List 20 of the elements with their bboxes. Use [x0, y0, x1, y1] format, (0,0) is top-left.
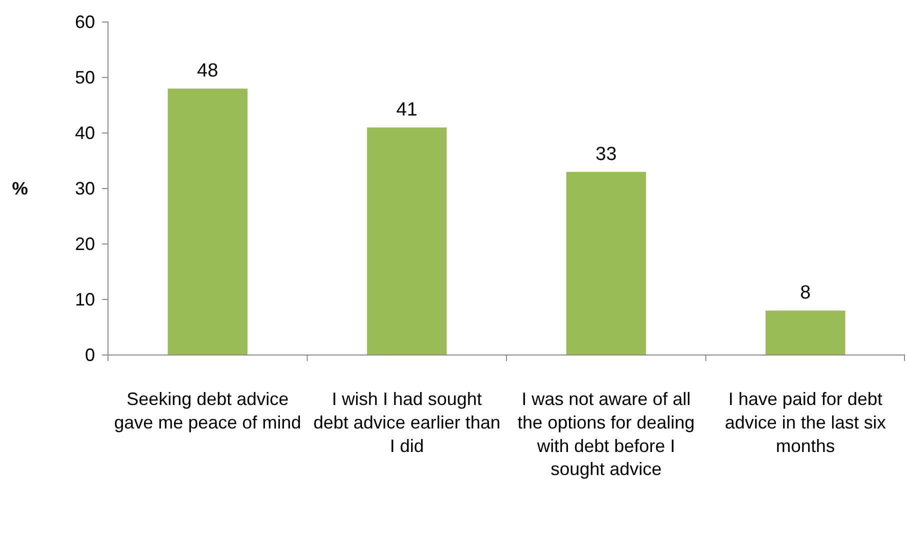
x-tick-label: Seeking debt advice gave me peace of mind — [114, 389, 302, 432]
y-tick-label: 10 — [74, 289, 95, 310]
x-tick-label: I was not aware of all the options for dealing with debt before I sought advice — [518, 389, 695, 480]
y-axis-title: % — [12, 178, 28, 198]
y-tick-label: 0 — [84, 344, 95, 365]
y-tick-label: 20 — [74, 234, 95, 254]
bar — [566, 172, 646, 355]
y-tick-label: 50 — [74, 67, 95, 88]
data-label: 41 — [396, 99, 418, 120]
y-tick-label: 30 — [74, 178, 95, 198]
x-tick-label: I have paid for debt advice in the last six months — [724, 389, 886, 456]
data-label: 48 — [197, 60, 218, 82]
data-label: 8 — [800, 282, 811, 304]
y-tick-label: 60 — [74, 12, 95, 32]
bar — [168, 88, 248, 355]
data-label: 33 — [596, 144, 617, 165]
x-tick-label: I wish I had sought debt advice earlier than I did — [313, 389, 500, 456]
y-tick-label: 40 — [74, 122, 95, 143]
bar — [367, 127, 447, 355]
bar — [766, 310, 846, 355]
